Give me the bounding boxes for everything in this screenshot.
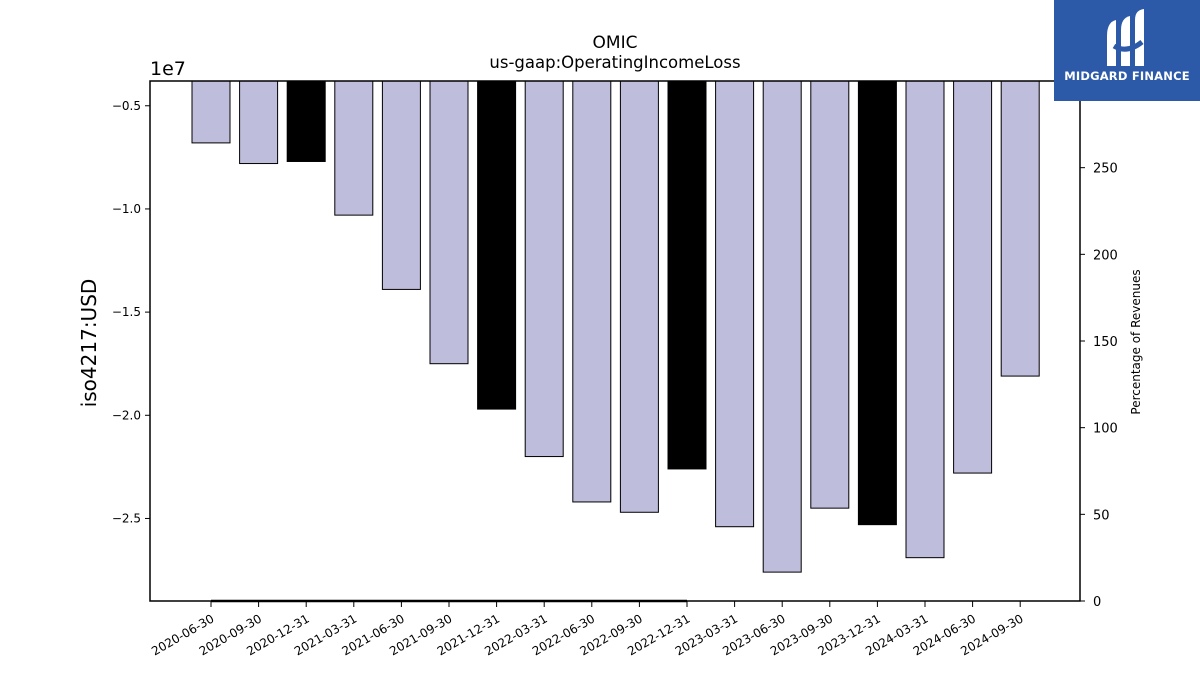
y-tick-label: −1.0	[112, 202, 141, 216]
chart-title: OMIC	[593, 33, 638, 53]
y-tick-label: −2.0	[112, 408, 141, 422]
bar-2023-09-30	[810, 80, 850, 509]
bar-2022-03-31	[524, 80, 564, 458]
bar-2024-09-30	[1000, 80, 1040, 377]
x-axis-ticks: 2020-06-302020-09-302020-12-312021-03-31…	[149, 601, 1026, 658]
y2-tick-label: 200	[1093, 248, 1118, 263]
bar-2021-06-30	[381, 80, 421, 290]
bar-2021-09-30	[429, 80, 469, 365]
bar-2020-12-31	[286, 80, 326, 162]
bar-2024-03-31	[905, 80, 945, 559]
brand-name: MIDGARD FINANCE	[1064, 69, 1190, 83]
bar-2023-03-31	[715, 80, 755, 528]
bar-2021-03-31	[334, 80, 374, 216]
y2-axis-label: Percentage of Revenues	[1129, 269, 1143, 414]
y2-axis-ticks: 0 50 100 150 200 250	[1080, 162, 1118, 610]
y-axis-label: iso4217:USD	[77, 279, 101, 408]
chart-subtitle: us-gaap:OperatingIncomeLoss	[489, 53, 740, 72]
bar-2023-06-30	[762, 80, 802, 573]
bar-2022-06-30	[572, 80, 612, 503]
bars-group	[191, 80, 1040, 573]
y-tick-label: −0.5	[112, 99, 141, 113]
y-axis-ticks: −0.5 −1.0 −1.5 −2.0 −2.5	[112, 99, 150, 525]
y-offset-text: 1e7	[150, 58, 186, 80]
bar-2022-09-30	[619, 80, 659, 513]
y2-tick-label: 150	[1093, 335, 1118, 350]
brand-logo: MIDGARD FINANCE	[1054, 0, 1200, 101]
y2-tick-label: 100	[1093, 422, 1118, 437]
bar-2020-06-30	[191, 80, 231, 144]
y2-tick-label: 50	[1093, 508, 1110, 523]
y-tick-label: −2.5	[112, 511, 141, 525]
bar-2024-06-30	[953, 80, 993, 474]
y2-tick-label: 250	[1093, 162, 1118, 177]
y-tick-label: −1.5	[112, 305, 141, 319]
bar-2020-09-30	[239, 80, 279, 165]
bar-2023-12-31	[857, 80, 897, 526]
bar-2022-12-31	[667, 80, 707, 470]
bar-2021-12-31	[477, 80, 517, 410]
midgard-logo-icon	[1107, 9, 1144, 66]
y2-tick-label: 0	[1093, 595, 1101, 610]
